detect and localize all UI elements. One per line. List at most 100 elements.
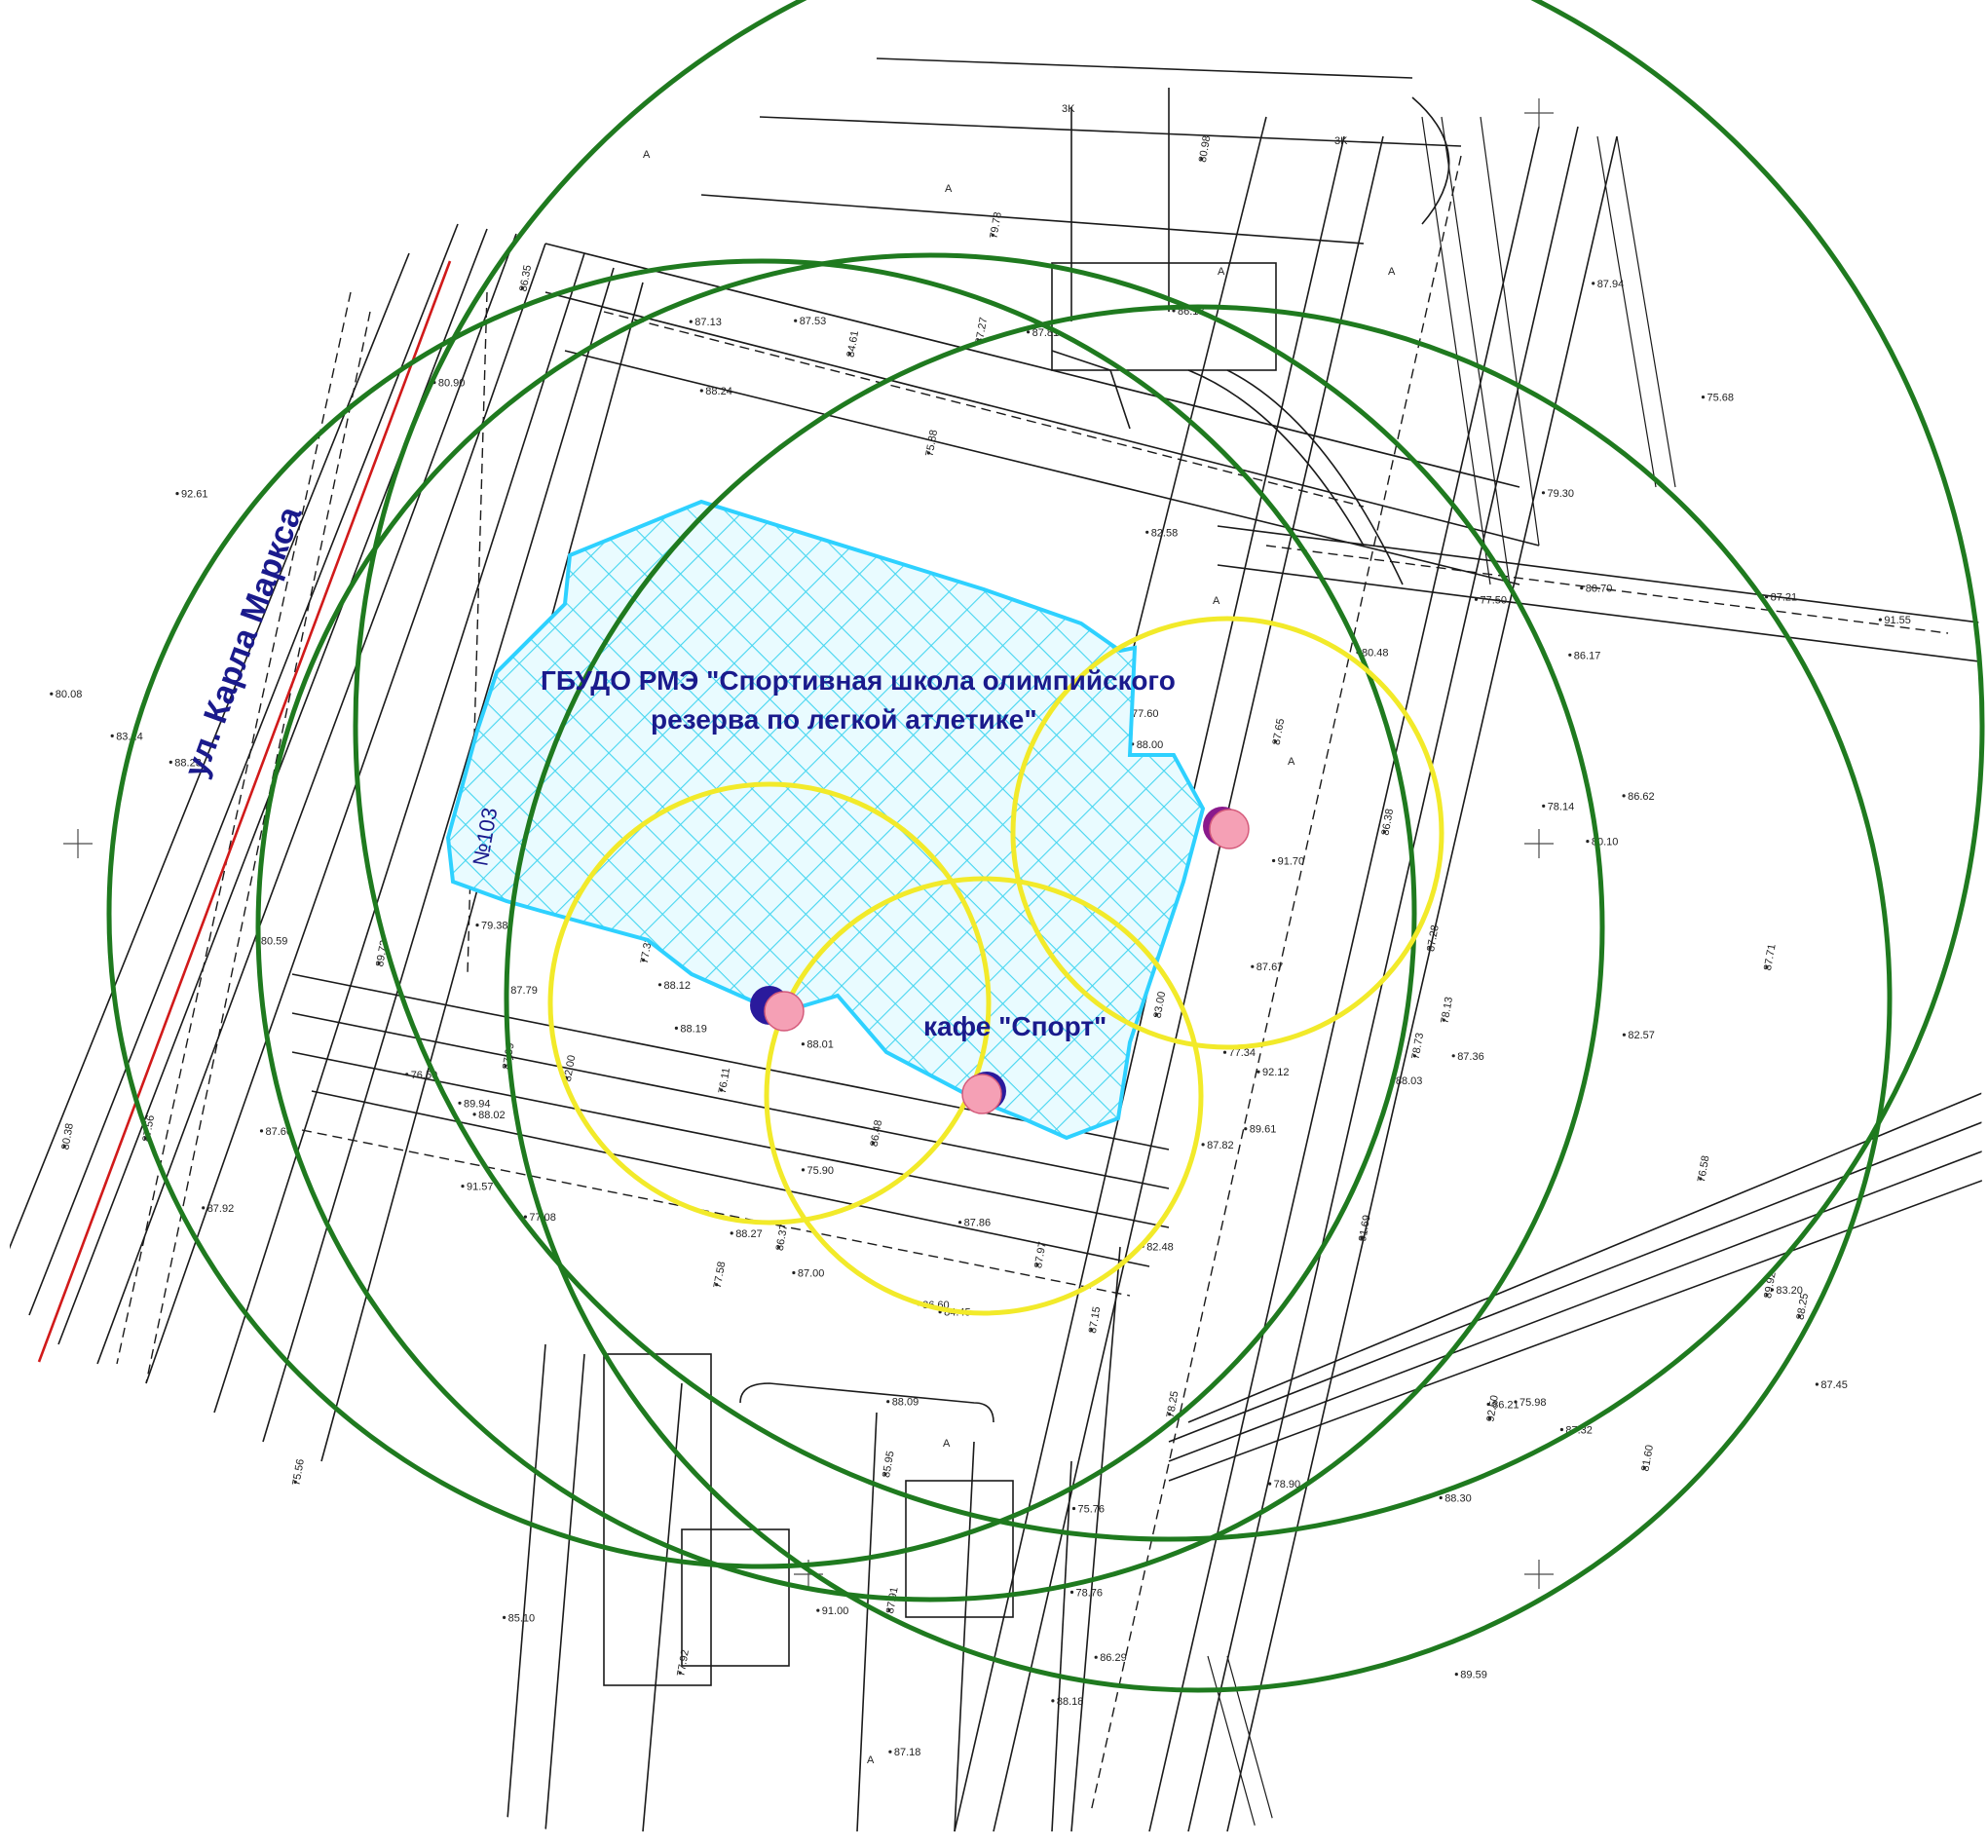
survey-elevation-mark: 88.18 xyxy=(1057,1696,1084,1708)
survey-point-icon xyxy=(1251,964,1255,968)
survey-point-icon xyxy=(377,962,381,965)
survey-elevation-mark: 82.57 xyxy=(1628,1030,1655,1041)
survey-elevation-mark: 80.38 xyxy=(59,1122,76,1150)
survey-elevation-mark: 84.61 xyxy=(845,330,862,358)
survey-letter-mark: A xyxy=(1388,266,1396,278)
survey-elevation-mark: 88.01 xyxy=(806,1039,834,1051)
survey-elevation-mark: 91.55 xyxy=(1884,615,1911,626)
survey-elevation-mark: 82.58 xyxy=(1151,527,1179,539)
survey-elevation-mark: 82.00 xyxy=(562,1054,579,1082)
survey-elevation-mark: 92.50 xyxy=(1484,1394,1501,1422)
survey-point-icon xyxy=(887,1608,891,1612)
survey-point-icon xyxy=(1559,1427,1563,1432)
survey-point-icon xyxy=(1412,1054,1416,1058)
survey-point-icon xyxy=(1451,1054,1455,1058)
survey-elevation-mark: 75.68 xyxy=(1707,393,1735,404)
survey-elevation-mark: 88.27 xyxy=(735,1228,763,1240)
survey-elevation-mark: 87.18 xyxy=(894,1747,921,1758)
building-name-line1: ГБУДО РМЭ "Спортивная школа олимпийского xyxy=(541,665,1176,696)
survey-elevation-mark: 81.60 xyxy=(1639,1444,1656,1472)
survey-elevation-mark: 87.67 xyxy=(1257,962,1284,973)
survey-point-icon xyxy=(1145,530,1149,534)
survey-point-icon xyxy=(847,352,852,356)
survey-elevation-mark: 75.90 xyxy=(807,1165,835,1177)
survey-point-icon xyxy=(259,1129,264,1133)
building-plot-area xyxy=(445,499,1206,1141)
survey-elevation-mark: 80.48 xyxy=(1362,648,1389,660)
survey-point-icon xyxy=(1878,618,1882,622)
survey-elevation-mark: 92.12 xyxy=(1262,1067,1290,1078)
survey-point-icon xyxy=(1770,1288,1774,1292)
survey-point-icon xyxy=(958,1221,962,1225)
survey-letter-mark: 3K xyxy=(1062,103,1075,115)
survey-point-icon xyxy=(1486,1402,1490,1407)
survey-elevation-mark: 75.56 xyxy=(290,1458,307,1487)
survey-elevation-mark: 87.45 xyxy=(1820,1379,1848,1391)
location-marker-icon[interactable] xyxy=(961,1072,1006,1114)
survey-elevation-mark: 88.24 xyxy=(705,386,732,397)
survey-point-icon xyxy=(674,1026,679,1030)
survey-point-icon xyxy=(794,319,798,322)
survey-point-icon xyxy=(1439,1495,1443,1500)
survey-point-icon xyxy=(1268,1482,1272,1486)
survey-elevation-mark: 89.94 xyxy=(464,1098,491,1110)
survey-point-icon xyxy=(1580,586,1584,590)
survey-point-icon xyxy=(657,983,662,987)
survey-elevation-mark: 89.61 xyxy=(1250,1124,1277,1136)
survey-point-icon xyxy=(202,1206,206,1210)
survey-elevation-mark: 76.11 xyxy=(717,1067,732,1094)
survey-elevation-mark: 79.30 xyxy=(1548,488,1575,500)
survey-point-icon xyxy=(1514,1400,1518,1404)
survey-point-icon xyxy=(169,760,172,765)
survey-point-icon xyxy=(1542,804,1546,809)
survey-point-icon xyxy=(816,1608,820,1612)
survey-elevation-mark: 89.59 xyxy=(1460,1670,1487,1681)
survey-point-icon xyxy=(1765,1293,1769,1297)
survey-point-icon xyxy=(1541,491,1546,495)
survey-elevation-mark: 87.53 xyxy=(800,316,827,327)
survey-point-icon xyxy=(871,1141,876,1146)
survey-elevation-mark: 88.19 xyxy=(680,1023,707,1035)
survey-elevation-mark: 78.73 xyxy=(1410,1032,1427,1060)
survey-point-icon xyxy=(792,1270,796,1275)
survey-elevation-mark: 87.66 xyxy=(266,1126,293,1138)
survey-elevation-mark: 86.21 xyxy=(1492,1400,1519,1412)
green-zone-circle-2 xyxy=(255,252,1605,1603)
survey-elevation-mark: 87.15 xyxy=(1087,1305,1104,1334)
location-marker-icon[interactable] xyxy=(1203,807,1250,849)
survey-letter-mark: 3K xyxy=(1334,135,1348,147)
yellow-radius-circle-2 xyxy=(547,781,992,1226)
survey-point-icon xyxy=(678,1671,682,1675)
survey-elevation-mark: 86.37 xyxy=(774,1224,791,1252)
survey-elevation-mark: 86.48 xyxy=(869,1119,885,1148)
survey-letter-mark: A xyxy=(1288,756,1295,768)
survey-elevation-mark: 87.82 xyxy=(1207,1140,1234,1151)
survey-point-icon xyxy=(1272,858,1276,863)
survey-elevation-mark: 79.38 xyxy=(481,921,508,932)
survey-elevation-mark: 75.88 xyxy=(924,429,941,457)
survey-elevation-mark: 80.59 xyxy=(261,936,288,948)
survey-point-icon xyxy=(1244,1127,1248,1131)
survey-elevation-mark: 91.00 xyxy=(822,1605,849,1617)
survey-point-icon xyxy=(801,1168,806,1172)
survey-point-icon xyxy=(1765,595,1769,599)
red-street-boundary-line xyxy=(37,260,452,1363)
survey-point-icon xyxy=(1442,1018,1445,1022)
survey-point-icon xyxy=(720,1088,724,1092)
survey-point-icon xyxy=(1172,309,1176,313)
survey-point-icon xyxy=(1382,830,1386,834)
survey-point-icon xyxy=(1154,1013,1159,1017)
survey-letter-mark: A xyxy=(1218,266,1225,278)
survey-point-icon xyxy=(926,451,931,455)
survey-elevation-mark: 77.34 xyxy=(1229,1047,1257,1059)
survey-point-icon xyxy=(1592,282,1595,285)
survey-elevation-mark: 83.14 xyxy=(116,731,143,742)
survey-point-icon xyxy=(520,286,525,290)
survey-elevation-mark: 86.29 xyxy=(1100,1652,1127,1664)
survey-point-icon xyxy=(1257,1070,1260,1074)
location-marker-icon[interactable] xyxy=(750,986,805,1032)
survey-elevation-mark: 78.14 xyxy=(1548,801,1575,812)
survey-elevation-mark: 91.70 xyxy=(1278,856,1305,868)
survey-point-icon xyxy=(1699,1177,1703,1181)
survey-point-icon xyxy=(1474,597,1479,601)
